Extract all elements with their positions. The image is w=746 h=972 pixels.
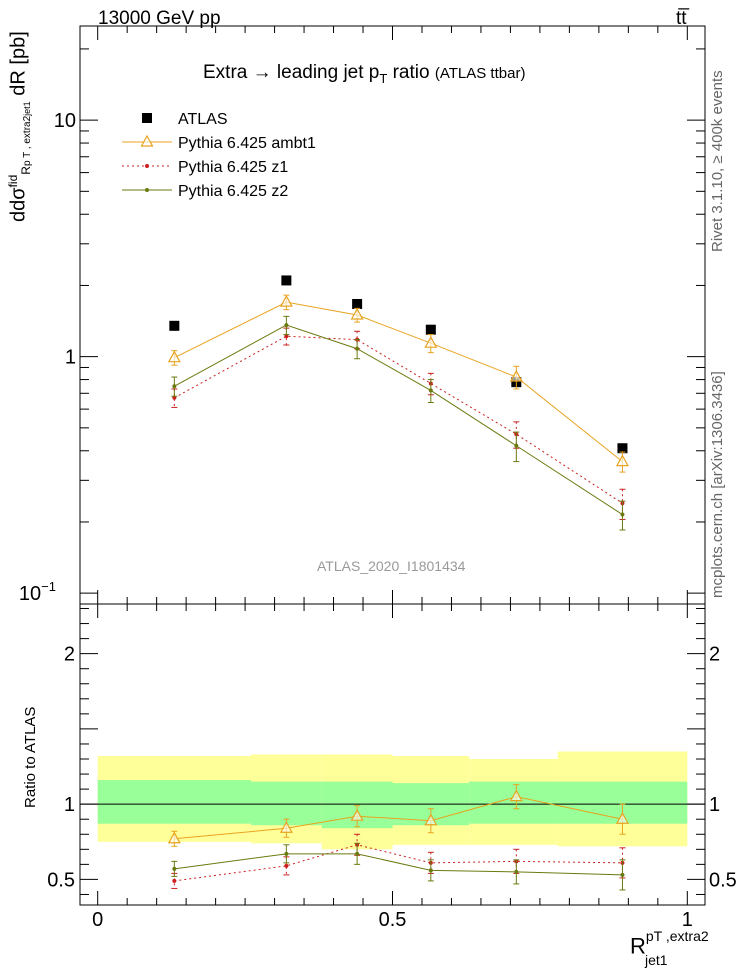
- x-tick-label-0: 0: [92, 909, 103, 931]
- ratio-inner-band-1: [250, 781, 322, 826]
- main-pythia-6-425-ambt1-line: [174, 301, 623, 462]
- ratio-pythia-6-425-ambt1-point-4: [509, 789, 523, 802]
- main-pythia-6-425-z2-point-5: [620, 512, 625, 517]
- ratio-pythia-6-425-z2-point-3: [428, 868, 433, 873]
- ratio-pythia-6-425-ambt1-point-1: [279, 820, 293, 833]
- main-pythia-6-425-z1-point-1: [284, 334, 289, 339]
- main-axes-box: [79, 25, 706, 605]
- main-pythia-6-425-z1-line: [174, 335, 623, 504]
- process-label: tt̅: [676, 8, 687, 29]
- main-pythia-6-425-z2-line: [174, 324, 623, 515]
- title-tail: ratio: [387, 62, 430, 83]
- title-small: (ATLAS ttbar): [434, 65, 526, 82]
- legend-pythia-6-425-ambt1-marker: [140, 134, 154, 147]
- main-pythia-6-425-z2-point-1: [284, 323, 289, 328]
- xlabel-r: R: [630, 933, 646, 959]
- legend-atlas-label: ATLAS: [178, 111, 228, 128]
- ratio-y-tick-label-left-2: 2: [64, 644, 75, 666]
- ylabel-unit: [pb]: [7, 31, 30, 65]
- main-atlas-point-5: [617, 443, 628, 454]
- main-y-tick-label-2: 10: [54, 110, 76, 132]
- main-plot-frame: 10−1 1 10: [19, 25, 706, 605]
- xlabel-sup: pT ,extra2: [645, 928, 709, 944]
- mcplots-label: mcplots.cern.ch [arXiv:1306.3436]: [709, 371, 726, 598]
- legend-pythia-6-425-z1-label: Pythia 6.425 z1: [178, 159, 288, 176]
- ratio-pythia-6-425-ambt1-point-5: [615, 811, 629, 824]
- ylabel-sub-r: R: [18, 166, 33, 175]
- ratio-plot-frame: 0 0.5 1 0.5 0.5 1 1 2 2: [47, 603, 737, 931]
- title-sub: T: [379, 70, 388, 86]
- ylabel-sub: Rp T , extra2jet1: [19, 101, 33, 174]
- ratio-pythia-6-425-z1-point-0: [172, 878, 177, 883]
- ratio-bands: [97, 751, 688, 850]
- main-atlas-point-3: [425, 324, 436, 335]
- main-atlas-point-2: [352, 298, 363, 309]
- main-pythia-6-425-ambt1-point-1: [279, 294, 293, 307]
- main-pythia-6-425-ambt1-point-3: [424, 335, 438, 348]
- x-axis-label-sub: jet1: [645, 952, 668, 968]
- ratio-pythia-6-425-ambt1-line: [174, 796, 623, 840]
- ratio-y-axis-label: Ratio to ATLAS: [22, 706, 39, 808]
- ratio-y-tick-label-right-2: 2: [709, 644, 720, 666]
- ratio-pythia-6-425-z2-point-5: [620, 872, 625, 877]
- ratio-pythia-6-425-ambt1-point-3: [424, 813, 438, 826]
- ratio-pythia-6-425-z1-line: [174, 844, 623, 882]
- legend: ATLAS Pythia 6.425 ambt1 Pythia 6.425 z1 Py…: [122, 111, 316, 200]
- main-atlas-point-1: [281, 275, 292, 286]
- ratio-pythia-6-425-ambt1-point-2: [350, 808, 364, 821]
- legend-pythia-6-425-z2-marker: [145, 188, 149, 192]
- ylabel-sub-pt: p T , extra2: [21, 115, 33, 167]
- ylabel-sigma: dσ: [7, 187, 30, 211]
- ylabel-sub-jet1: jet1: [21, 101, 32, 116]
- ratio-pythia-6-425-z1-point-1: [284, 863, 289, 868]
- x-axis-label: RpT ,extra2: [630, 928, 709, 959]
- ratio-pythia-6-425-z2-point-0: [172, 866, 177, 871]
- chart-title: Extra → leading jet pT ratio (ATLAS ttba…: [203, 62, 525, 86]
- main-pythia-6-425-ambt1-point-0: [167, 350, 181, 363]
- ratio-pythia-6-425-ambt1-point-0: [167, 831, 181, 844]
- legend-pythia-6-425-z2-label: Pythia 6.425 z2: [178, 183, 288, 200]
- legend-pythia-6-425-z1-marker: [145, 164, 149, 168]
- main-y-axis-label: ddσfidRp T , extra2jet1 dR [pb]: [6, 31, 33, 222]
- rivet-label: Rivet 3.1.10, ≥ 400k events: [709, 70, 726, 252]
- legend-atlas-marker: [142, 113, 152, 123]
- ratio-pythia-6-425-z2-point-1: [284, 851, 289, 856]
- main-series-layer: [167, 275, 629, 531]
- ratio-inner-band-0: [97, 780, 251, 824]
- x-tick-label-1: 0.5: [379, 909, 407, 931]
- main-pythia-6-425-z1-point-0: [172, 395, 177, 400]
- ratio-y-tick-label-left-0: 0.5: [47, 869, 75, 891]
- ylabel-fid: fid: [6, 174, 20, 188]
- main-pythia-6-425-ambt1-point-2: [350, 307, 364, 320]
- main-pythia-6-425-ambt1-point-5: [615, 454, 629, 467]
- main-pythia-6-425-z2-point-0: [172, 384, 177, 389]
- main-y-tick-label-0: 10−1: [19, 579, 56, 605]
- energy-label: 13000 GeV pp: [98, 8, 221, 29]
- legend-pythia-6-425-ambt1-label: Pythia 6.425 ambt1: [178, 135, 316, 152]
- ratio-y-tick-label-right-1: 1: [709, 794, 720, 816]
- ylabel-den: dR: [7, 70, 30, 96]
- ylabel-d: d: [7, 210, 30, 222]
- analysis-watermark: ATLAS_2020_I1801434: [317, 558, 466, 574]
- main-atlas-point-0: [169, 320, 180, 331]
- title-main: Extra → leading jet p: [203, 62, 380, 83]
- main-pythia-6-425-z2-point-2: [355, 346, 360, 351]
- ratio-pythia-6-425-z2-point-2: [355, 851, 360, 856]
- ratio-pythia-6-425-z2-point-4: [514, 869, 519, 874]
- x-tick-label-2: 1: [682, 909, 693, 931]
- ratio-y-tick-label-left-1: 1: [64, 794, 75, 816]
- main-y-tick-label-1: 1: [65, 347, 76, 369]
- main-pythia-6-425-z2-point-3: [428, 388, 433, 393]
- main-pythia-6-425-ambt1-point-4: [509, 369, 523, 382]
- main-pythia-6-425-z2-point-4: [514, 443, 519, 448]
- ratio-series-layer: [167, 784, 629, 891]
- ratio-pythia-6-425-z2-line: [174, 853, 623, 876]
- ratio-y-tick-label-right-0: 0.5: [709, 869, 737, 891]
